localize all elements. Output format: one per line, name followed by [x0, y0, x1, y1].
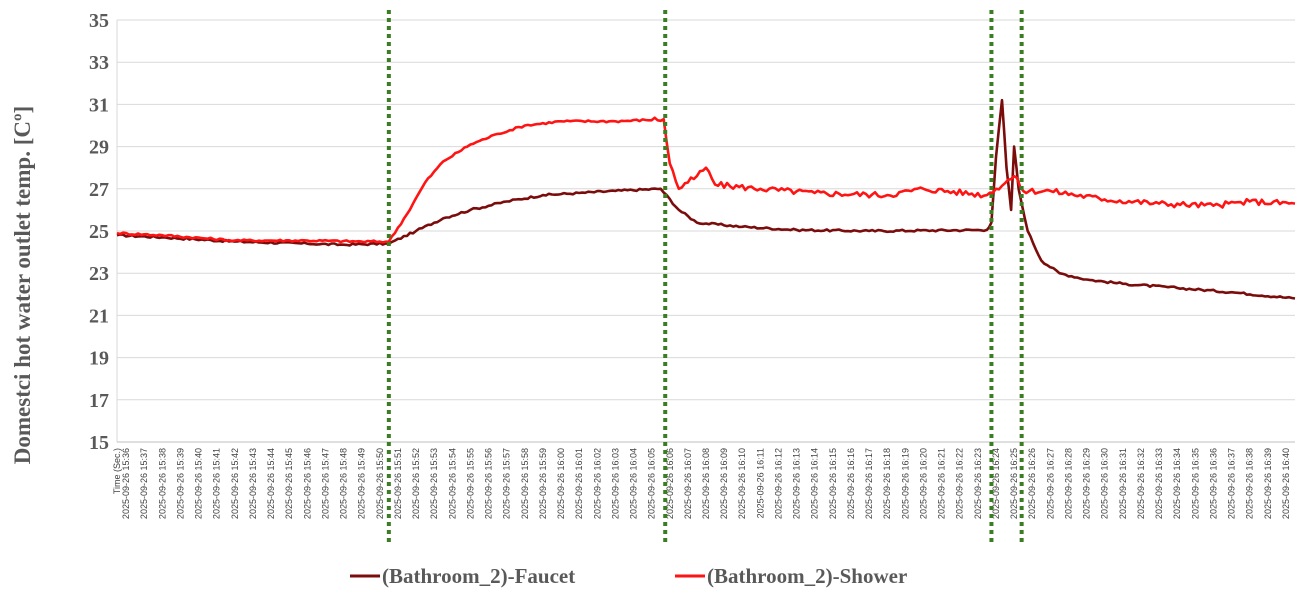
- x-tick-label: 2025-09-26 16:36: [1208, 448, 1218, 519]
- x-tick-label: 2025-09-26 15:59: [538, 448, 548, 519]
- x-tick-label: 2025-09-26 15:36: [121, 448, 131, 519]
- x-tick-label: 2025-09-26 16:37: [1227, 448, 1237, 519]
- x-tick-label: 2025-09-26 15:44: [266, 448, 276, 519]
- y-tick-label: 15: [89, 432, 109, 454]
- x-tick-label: 2025-09-26 16:25: [1009, 448, 1019, 519]
- x-tick-label: 2025-09-26 15:46: [302, 448, 312, 519]
- x-tick-label: 2025-09-26 16:40: [1281, 448, 1291, 519]
- y-tick-label: 35: [89, 10, 109, 32]
- x-tick-label: 2025-09-26 16:17: [864, 448, 874, 519]
- x-tick-label: 2025-09-26 16:03: [610, 448, 620, 519]
- x-tick-label: 2025-09-26 16:32: [1136, 448, 1146, 519]
- series-line-faucet: [116, 98, 1296, 300]
- x-tick-label: 2025-09-26 16:12: [773, 448, 783, 519]
- x-tick-label: 2025-09-26 15:48: [339, 448, 349, 519]
- x-tick-label: 2025-09-26 16:07: [683, 448, 693, 519]
- x-tick-label: 2025-09-26 16:06: [665, 448, 675, 519]
- x-tick-label: 2025-09-26 16:14: [810, 448, 820, 519]
- series-line-shower: [116, 116, 1296, 244]
- x-tick-label: 2025-09-26 16:02: [592, 448, 602, 519]
- x-tick-label: 2025-09-26 16:20: [918, 448, 928, 519]
- x-tick-label: 2025-09-26 15:38: [157, 448, 167, 519]
- x-tick-label: 2025-09-26 15:47: [320, 448, 330, 519]
- x-tick-label: 2025-09-26 16:11: [755, 448, 765, 518]
- x-tick-label: 2025-09-26 15:54: [447, 448, 457, 519]
- x-tick-label: Time (Sec.): [112, 448, 122, 494]
- y-tick-label: 21: [89, 305, 109, 327]
- x-tick-labels: Time (Sec.) 2025-09-26 15:36 2025-09-26 15…: [112, 448, 1291, 519]
- x-tick-label: 2025-09-26 16:31: [1118, 448, 1128, 519]
- x-tick-label: 2025-09-26 16:33: [1154, 448, 1164, 519]
- y-tick-label: 23: [89, 263, 109, 285]
- x-tick-label: 2025-09-26 16:24: [991, 448, 1001, 519]
- x-tick-label: 2025-09-26 16:19: [900, 448, 910, 519]
- x-tick-label: 2025-09-26 16:38: [1245, 448, 1255, 519]
- x-tick-label: 2025-09-26 16:34: [1172, 448, 1182, 519]
- y-tick-labels: 15 17 19 21 23 25 27 29 31 33 35: [89, 10, 109, 454]
- x-tick-label: 2025-09-26 16:27: [1045, 448, 1055, 519]
- gridlines: [116, 19, 1295, 443]
- x-tick-label: 2025-09-26 16:29: [1082, 448, 1092, 519]
- x-tick-label: 2025-09-26 15:49: [357, 448, 367, 519]
- y-tick-label: 33: [89, 52, 109, 74]
- vertical-marker-lines: [386, 10, 1024, 545]
- x-tick-label: 2025-09-26 16:10: [737, 448, 747, 519]
- legend-label: (Bathroom_2)-Shower: [707, 564, 907, 588]
- x-tick-label: 2025-09-26 16:15: [828, 448, 838, 519]
- x-tick-label: 2025-09-26 15:58: [520, 448, 530, 519]
- x-tick-label: 2025-09-26 16:13: [792, 448, 802, 519]
- y-tick-label: 19: [89, 348, 109, 370]
- x-tick-label: 2025-09-26 15:52: [411, 448, 421, 519]
- series-lines: [116, 98, 1296, 300]
- x-tick-label: 2025-09-26 16:35: [1190, 448, 1200, 519]
- x-tick-label: 2025-09-26 16:04: [629, 448, 639, 519]
- y-tick-label: 29: [89, 137, 109, 159]
- x-tick-label: 2025-09-26 16:30: [1100, 448, 1110, 519]
- y-tick-label: 27: [89, 179, 109, 201]
- x-tick-label: 2025-09-26 16:28: [1063, 448, 1073, 519]
- x-tick-label: 2025-09-26 16:05: [647, 448, 657, 519]
- legend-label: (Bathroom_2)-Faucet: [382, 564, 575, 588]
- x-tick-label: 2025-09-26 15:51: [393, 448, 403, 519]
- x-tick-label: 2025-09-26 15:39: [175, 448, 185, 519]
- x-tick-label: 2025-09-26 16:39: [1263, 448, 1273, 519]
- x-tick-label: 2025-09-26 16:01: [574, 448, 584, 519]
- x-tick-label: 2025-09-26 15:45: [284, 448, 294, 519]
- x-tick-label: 2025-09-26 15:40: [194, 448, 204, 519]
- y-tick-label: 31: [89, 94, 109, 116]
- x-tick-label: 2025-09-26 16:00: [556, 448, 566, 519]
- x-tick-label: 2025-09-26 16:21: [937, 448, 947, 519]
- x-tick-label: 2025-09-26 15:50: [375, 448, 385, 519]
- x-tick-label: 2025-09-26 15:41: [212, 448, 222, 519]
- x-tick-label: 2025-09-26 16:09: [719, 448, 729, 519]
- x-tick-label: 2025-09-26 16:23: [973, 448, 983, 519]
- x-tick-label: 2025-09-26 16:26: [1027, 448, 1037, 519]
- x-tick-label: 2025-09-26 16:18: [882, 448, 892, 519]
- x-tick-label: 2025-09-26 15:42: [230, 448, 240, 519]
- y-tick-label: 25: [89, 221, 109, 243]
- x-tick-label: 2025-09-26 15:57: [502, 448, 512, 519]
- y-tick-label: 17: [89, 390, 109, 412]
- x-tick-label: 2025-09-26 15:43: [248, 448, 258, 519]
- x-tick-label: 2025-09-26 16:08: [701, 448, 711, 519]
- x-tick-label: 2025-09-26 15:53: [429, 448, 439, 519]
- x-tick-label: 2025-09-26 15:37: [139, 448, 149, 519]
- x-tick-label: 2025-09-26 16:16: [846, 448, 856, 519]
- x-tick-label: 2025-09-26 15:55: [465, 448, 475, 519]
- x-tick-label: 2025-09-26 15:56: [484, 448, 494, 519]
- legend: (Bathroom_2)-Faucet (Bathroom_2)-Shower: [350, 564, 907, 588]
- x-tick-label: 2025-09-26 16:22: [955, 448, 965, 519]
- y-axis-label: Domestci hot water outlet temp. [Cº]: [10, 106, 35, 464]
